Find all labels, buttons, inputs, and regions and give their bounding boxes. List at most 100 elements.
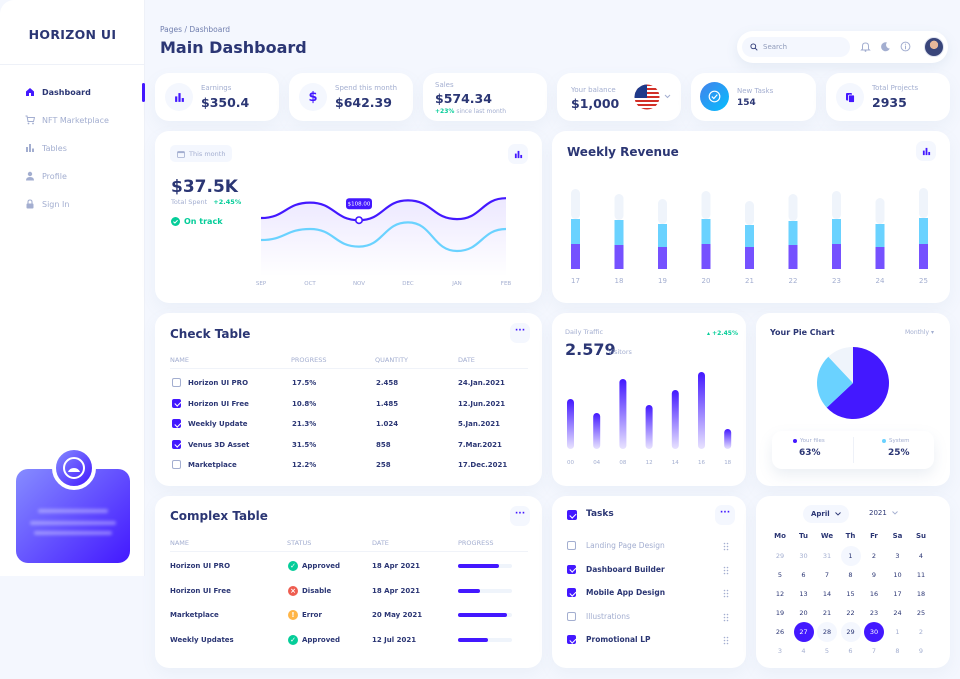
task-checkbox[interactable]	[567, 541, 576, 550]
sidebar-item-nft-marketplace[interactable]: NFT Marketplace	[25, 112, 109, 128]
daily-traffic-bar-chart[interactable]: 00 04 08 12 14 16 18	[552, 313, 746, 486]
calendar-day[interactable]: 28	[817, 622, 837, 642]
drag-handle-icon[interactable]	[723, 566, 729, 575]
calendar-day[interactable]: 30	[799, 552, 808, 560]
sidebar-item-label: Dashboard	[42, 87, 91, 97]
x-axis-label: 08	[619, 460, 626, 466]
calendar-day[interactable]: 19	[775, 609, 785, 617]
search-input[interactable]: Search	[742, 37, 850, 57]
moon-icon[interactable]	[880, 41, 891, 52]
calendar-day[interactable]: 21	[822, 609, 832, 617]
calendar-day[interactable]: 30	[864, 622, 884, 642]
calendar-day[interactable]: 25	[916, 609, 926, 617]
calendar-day[interactable]: 4	[801, 647, 806, 655]
period-selector[interactable]: This month	[170, 145, 233, 162]
calendar-day[interactable]: 4	[918, 552, 924, 560]
calendar-day[interactable]: 27	[793, 622, 814, 642]
tasks-select-all-checkbox[interactable]	[567, 510, 577, 520]
year-selector[interactable]: 2021	[869, 509, 898, 517]
weekday-label: Sa	[892, 532, 903, 540]
calendar-day[interactable]: 5	[824, 647, 830, 655]
calendar-day[interactable]: 26	[775, 628, 785, 636]
sidebar-item-sign-in[interactable]: Sign In	[25, 196, 69, 212]
month-selector[interactable]: April	[803, 505, 849, 523]
cell-date: 7.Mar.2021	[458, 440, 502, 449]
total-spent-line-chart[interactable]: $108.00	[255, 177, 525, 277]
calendar-day[interactable]: 31	[822, 552, 832, 560]
calendar-day[interactable]: 7	[871, 647, 877, 655]
calendar-day[interactable]: 2	[871, 552, 877, 560]
pie-chart[interactable]	[813, 343, 893, 423]
drag-handle-icon[interactable]	[723, 542, 729, 551]
calendar-day[interactable]: 10	[893, 571, 902, 579]
task-checkbox[interactable]	[567, 611, 576, 621]
drag-handle-icon[interactable]	[723, 636, 729, 645]
calendar-day[interactable]: 23	[869, 609, 879, 617]
weekday-label: Fr	[870, 532, 878, 540]
calendar-card: April 2021 Mo Tu We Th Fr Sa Su 29 30 31 1 2 3 4 5 6 7 8 9…	[756, 496, 950, 668]
calendar-day[interactable]: 14	[822, 590, 832, 598]
calendar-day[interactable]: 2	[918, 628, 924, 636]
calendar-day[interactable]: 16	[869, 590, 879, 598]
drag-handle-icon[interactable]	[723, 589, 729, 598]
us-flag-icon[interactable]	[634, 84, 660, 110]
calendar-day[interactable]: 15	[846, 590, 855, 598]
calendar-day[interactable]: 6	[848, 647, 853, 655]
row-checkbox[interactable]	[172, 460, 181, 469]
period-dropdown[interactable]: Monthly ▾	[905, 329, 934, 336]
calendar-day[interactable]: 7	[824, 571, 830, 579]
calendar-day[interactable]: 5	[777, 571, 783, 579]
cell-progress: 17.5%	[292, 379, 317, 387]
weekly-revenue-bar-chart[interactable]: 17 18 19 20 21 22 23 24 25	[552, 131, 950, 303]
stat-label: Spend this month	[335, 84, 398, 92]
calendar-day[interactable]: 18	[916, 590, 926, 598]
row-checkbox[interactable]	[172, 439, 181, 449]
cell-status: Error	[302, 611, 322, 619]
calendar-day[interactable]: 29	[775, 552, 785, 560]
bell-icon[interactable]	[860, 41, 871, 52]
calendar-day[interactable]: 3	[895, 552, 900, 560]
sidebar-item-profile[interactable]: Profile	[25, 168, 67, 184]
avatar[interactable]	[924, 37, 944, 57]
total-spent-value: $37.5K	[171, 177, 238, 197]
sidebar-item-tables[interactable]: Tables	[25, 140, 67, 156]
calendar-day[interactable]: 29	[840, 622, 861, 642]
calendar-day[interactable]: 9	[918, 647, 924, 655]
task-checkbox[interactable]	[567, 564, 576, 574]
row-checkbox[interactable]	[172, 398, 181, 408]
series-point	[355, 216, 364, 225]
chevron-down-icon[interactable]	[664, 94, 671, 99]
status-icon: ×	[288, 585, 298, 596]
revenue-bar-segment	[788, 221, 798, 245]
row-checkbox[interactable]	[172, 378, 181, 387]
calendar-day[interactable]: 1	[895, 628, 900, 636]
task-checkbox[interactable]	[567, 588, 576, 597]
task-checkbox[interactable]	[567, 635, 576, 644]
calendar-day[interactable]: 6	[801, 571, 806, 579]
calendar-day[interactable]: 8	[848, 571, 853, 579]
breadcrumb[interactable]: Pages / Dashboard	[160, 25, 231, 34]
calendar-day[interactable]: 22	[846, 609, 855, 617]
calendar-day[interactable]: 9	[871, 571, 877, 579]
chart-options-button[interactable]	[916, 141, 936, 161]
more-options-button[interactable]: ···	[715, 505, 735, 525]
calendar-day[interactable]: 3	[777, 647, 783, 655]
row-checkbox[interactable]	[172, 419, 181, 428]
calendar-day[interactable]: 1	[840, 546, 861, 566]
calendar-day[interactable]: 11	[916, 571, 926, 579]
chevron-down-icon	[892, 511, 898, 515]
sidebar-item-dashboard[interactable]: Dashboard	[25, 84, 91, 100]
calendar-day[interactable]: 13	[799, 590, 808, 598]
info-icon[interactable]	[900, 41, 911, 52]
calendar-day[interactable]: 8	[895, 647, 900, 655]
calendar-day[interactable]: 24	[893, 609, 902, 617]
more-options-button[interactable]: ···	[510, 506, 530, 526]
more-options-button[interactable]: ···	[510, 323, 530, 343]
calendar-day[interactable]: 17	[893, 590, 902, 598]
drag-handle-icon[interactable]	[723, 613, 729, 622]
chart-options-button[interactable]	[508, 144, 528, 164]
calendar-day[interactable]: 12	[775, 590, 785, 598]
horizon-logo-icon	[63, 457, 85, 479]
calendar-day[interactable]: 20	[799, 609, 808, 617]
revenue-bar-segment	[571, 219, 580, 244]
